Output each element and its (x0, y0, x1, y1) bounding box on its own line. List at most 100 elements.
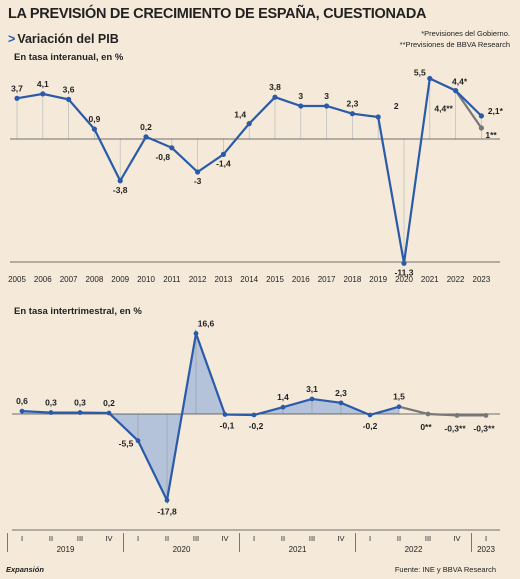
quarter-tick-label: I (21, 534, 23, 543)
quarter-tick-label: II (281, 534, 285, 543)
data-label: 4,1 (37, 79, 49, 89)
tick-label: 2011 (163, 275, 181, 284)
data-label: -5,5 (119, 439, 134, 449)
chart-bottom-title: En tasa intertrimestral, en % (14, 306, 142, 317)
forecast-line (398, 405, 486, 417)
data-point (91, 126, 97, 132)
data-label: 3,1 (306, 384, 318, 394)
data-label: -0,2 (249, 421, 264, 431)
data-point (272, 94, 278, 100)
data-label-bbva: -0,3** (473, 423, 495, 433)
data-label-bbva: -0,3** (444, 423, 466, 433)
data-label-bbva: 1** (485, 130, 497, 140)
data-point (309, 396, 315, 402)
year-label: 2023 (477, 545, 495, 554)
tick-label: 2008 (86, 275, 104, 284)
area-fill (22, 333, 399, 501)
forecast-point (454, 413, 460, 418)
tick-label: 2022 (447, 275, 465, 284)
quarter-tick-label: II (49, 534, 53, 543)
data-label: 0,2 (140, 122, 152, 132)
quarter-tick-label: I (485, 534, 487, 543)
tick-label: 2019 (369, 275, 387, 284)
chart-top-title: En tasa interanual, en % (14, 52, 124, 63)
data-point (14, 95, 20, 101)
data-point (164, 497, 170, 503)
quarter-tick-label: III (77, 534, 83, 543)
data-point (396, 404, 402, 410)
quarter-tick-label: II (397, 534, 401, 543)
data-point (135, 438, 141, 444)
data-label: 2,3 (335, 388, 347, 398)
data-label: 0,3 (45, 398, 57, 408)
data-label: -17,8 (157, 506, 177, 516)
data-point (453, 88, 459, 94)
footer-source: Fuente: INE y BBVA Research (394, 565, 496, 574)
tick-label: 2010 (137, 275, 155, 284)
data-label: 3 (324, 91, 329, 101)
forecast-line (454, 89, 483, 129)
data-point (169, 145, 175, 151)
quarter-tick-label: III (309, 534, 315, 543)
data-label: 3,6 (63, 84, 75, 94)
data-point (246, 121, 252, 127)
data-point (478, 113, 484, 119)
data-point (220, 151, 226, 157)
data-label: -3 (194, 176, 202, 186)
note-government: *Previsiones del Gobierno. (421, 29, 510, 38)
footer-brand: Expansión (6, 565, 44, 574)
data-point (251, 412, 257, 418)
year-label: 2022 (405, 545, 423, 554)
data-label: 0,6 (16, 396, 28, 406)
quarter-tick-label: I (253, 534, 255, 543)
data-label: -3,8 (113, 185, 128, 195)
data-point (349, 111, 355, 117)
data-label: -0,1 (220, 420, 235, 430)
forecast-point (478, 125, 484, 131)
data-label: 1,4 (277, 392, 289, 402)
data-label: 0,9 (88, 114, 100, 124)
data-point (77, 410, 83, 415)
chevron-right-icon: > (8, 32, 16, 46)
data-label: 3,7 (11, 83, 23, 93)
tick-label: 2023 (473, 275, 491, 284)
chart-subtitle: > Variación del PIB (8, 32, 119, 46)
forecast-point (425, 411, 431, 417)
data-label: 5,5 (414, 68, 426, 78)
data-point (195, 169, 201, 175)
quarter-tick-label: II (165, 534, 169, 543)
tick-label: 2006 (34, 275, 52, 284)
data-label: 0,2 (103, 398, 115, 408)
data-label: 3,8 (269, 82, 281, 92)
data-label: 4,4* (452, 77, 468, 87)
data-point (367, 412, 373, 418)
data-point (19, 408, 25, 414)
tick-label: 2016 (292, 275, 310, 284)
data-label: 2,3 (346, 99, 358, 109)
data-point (298, 103, 304, 109)
quarter-tick-label: III (425, 534, 431, 543)
data-point (143, 134, 149, 140)
data-label: 1,4 (234, 110, 246, 120)
annual-chart: 3,7 4,1 3,6 0,9 -3,8 0,2 -0,8 -3 -1,4 1,4 3,8 3 3 2,3… (8, 68, 504, 285)
data-point (222, 412, 228, 417)
tick-label: 2014 (240, 275, 258, 284)
data-point (66, 96, 72, 102)
tick-label: 2018 (344, 275, 362, 284)
quarter-tick-label: III (193, 534, 199, 543)
quarter-tick-label: IV (337, 534, 344, 543)
data-label: 0,3 (74, 398, 86, 408)
data-point (40, 91, 46, 97)
tick-label: 2013 (215, 275, 233, 284)
year-label: 2020 (173, 545, 191, 554)
tick-label: 2021 (421, 275, 439, 284)
year-label: 2019 (57, 545, 75, 554)
quarter-tick-label: I (369, 534, 371, 543)
series-line (21, 329, 400, 504)
data-point (48, 410, 54, 415)
note-bbva: **Previsiones de BBVA Research (399, 40, 510, 49)
tick-label: 2009 (111, 275, 129, 284)
data-point (117, 178, 123, 184)
quarter-tick-label: IV (105, 534, 112, 543)
tick-label: 2005 (8, 275, 26, 284)
